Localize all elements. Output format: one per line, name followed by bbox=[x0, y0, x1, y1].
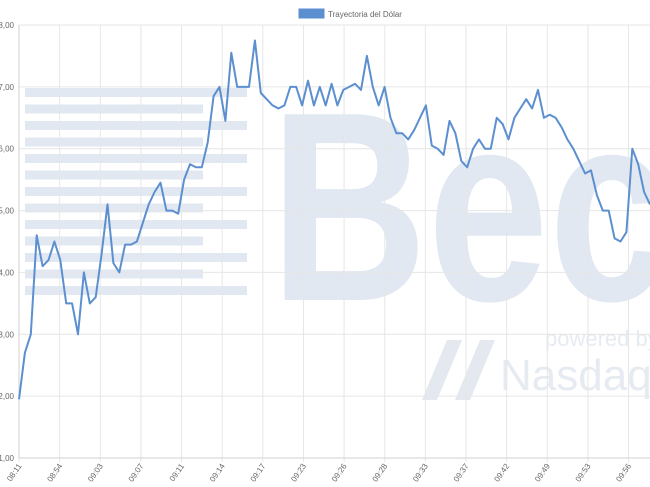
watermark-stripe bbox=[25, 170, 203, 180]
watermark-stripe bbox=[25, 137, 203, 147]
legend-label: Trayectoria del Dólar bbox=[328, 10, 402, 19]
x-tick-label: 09:42 bbox=[492, 462, 511, 484]
watermark-stripe bbox=[25, 220, 247, 229]
y-tick-label: 7,00 bbox=[0, 83, 15, 92]
x-tick-label: 09:11 bbox=[168, 462, 187, 484]
series-line bbox=[18, 39, 650, 400]
x-tick-label: 09:28 bbox=[371, 462, 390, 484]
x-tick-label: 09:33 bbox=[411, 462, 430, 484]
x-tick-label: 09:26 bbox=[330, 462, 349, 484]
x-tick-label: 09:17 bbox=[249, 462, 268, 484]
x-tick-label: 09:03 bbox=[86, 462, 105, 484]
watermark-text-bec: Bec bbox=[270, 57, 650, 358]
y-tick-label: 3,00 bbox=[0, 330, 15, 339]
y-tick-label: 6,00 bbox=[0, 145, 15, 154]
watermark-stripe bbox=[25, 236, 203, 246]
x-tick-label: 09:49 bbox=[533, 462, 552, 484]
watermark-stripe bbox=[25, 286, 247, 295]
legend: Trayectoria del Dólar bbox=[298, 8, 402, 19]
x-tick-label: 08:54 bbox=[45, 462, 64, 484]
y-tick-label: 8,00 bbox=[0, 21, 15, 30]
x-tick-label: 09:56 bbox=[614, 462, 633, 484]
watermark-stripe bbox=[25, 104, 203, 114]
watermark-stripe bbox=[25, 203, 203, 213]
x-tick-label: 09:07 bbox=[127, 462, 146, 484]
y-tick-label: 4,00 bbox=[0, 268, 15, 277]
watermark-stripe bbox=[25, 253, 247, 262]
x-tick-label: 09:14 bbox=[208, 462, 227, 484]
watermark-stripe bbox=[25, 187, 247, 196]
watermark-stripes bbox=[25, 88, 247, 295]
x-tick-label: 09:23 bbox=[289, 462, 308, 484]
y-tick-label: 1,00 bbox=[0, 454, 15, 463]
nasdaq-icon bbox=[422, 340, 495, 400]
watermark-stripe bbox=[25, 154, 247, 163]
y-tick-label: 5,00 bbox=[0, 207, 15, 216]
watermark-stripe bbox=[25, 88, 247, 97]
watermark-stripe bbox=[25, 269, 203, 279]
y-tick-label: 2,00 bbox=[0, 392, 15, 401]
legend-swatch bbox=[298, 8, 325, 19]
x-tick-label: 09:37 bbox=[452, 462, 471, 484]
watermark-text-powered: powered by bbox=[545, 326, 650, 351]
x-tick-label: 08:11 bbox=[5, 462, 24, 484]
watermark-text-nasdaq: Nasdaq bbox=[500, 351, 650, 400]
watermark-stripe bbox=[25, 121, 247, 130]
watermark-logo: Bec powered by Nasdaq bbox=[25, 57, 650, 400]
chart-series bbox=[18, 39, 650, 400]
x-tick-label: 09:53 bbox=[574, 462, 593, 484]
